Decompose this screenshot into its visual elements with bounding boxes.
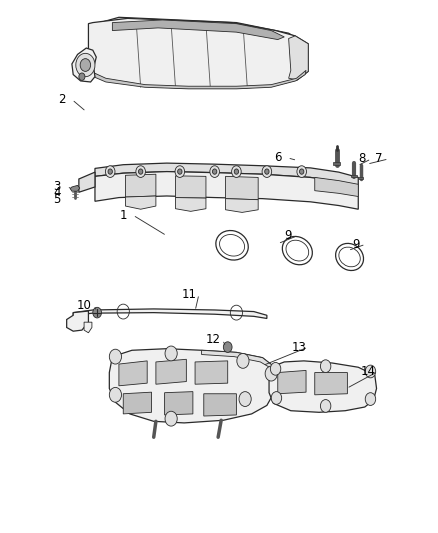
Circle shape xyxy=(136,166,145,177)
Circle shape xyxy=(165,346,177,361)
Circle shape xyxy=(270,362,281,375)
Circle shape xyxy=(110,349,121,364)
Circle shape xyxy=(93,308,102,318)
Polygon shape xyxy=(79,172,95,192)
Text: 14: 14 xyxy=(361,365,376,378)
Circle shape xyxy=(262,166,272,177)
Polygon shape xyxy=(351,175,357,177)
Circle shape xyxy=(108,169,113,174)
Polygon shape xyxy=(176,198,206,212)
Circle shape xyxy=(271,392,282,405)
Circle shape xyxy=(165,411,177,426)
Polygon shape xyxy=(72,48,96,82)
Polygon shape xyxy=(67,311,88,331)
Circle shape xyxy=(265,169,269,174)
Circle shape xyxy=(365,365,376,378)
Polygon shape xyxy=(123,392,152,414)
Circle shape xyxy=(232,166,241,177)
Circle shape xyxy=(321,400,331,413)
Circle shape xyxy=(223,342,232,352)
Text: 3: 3 xyxy=(53,180,61,193)
Circle shape xyxy=(234,169,239,174)
Polygon shape xyxy=(70,185,80,191)
Polygon shape xyxy=(113,20,284,39)
Circle shape xyxy=(138,169,143,174)
Circle shape xyxy=(265,366,277,381)
Polygon shape xyxy=(125,196,156,209)
Circle shape xyxy=(79,73,85,80)
Text: 1: 1 xyxy=(120,208,127,222)
Text: 6: 6 xyxy=(274,151,282,164)
Circle shape xyxy=(76,53,95,77)
Polygon shape xyxy=(156,359,186,384)
Polygon shape xyxy=(125,174,156,197)
Polygon shape xyxy=(358,177,364,179)
Polygon shape xyxy=(201,350,273,368)
Polygon shape xyxy=(315,373,347,395)
Polygon shape xyxy=(91,25,306,82)
Circle shape xyxy=(321,360,331,373)
Text: 9: 9 xyxy=(352,238,360,251)
Polygon shape xyxy=(315,177,358,197)
Polygon shape xyxy=(95,172,358,209)
Circle shape xyxy=(110,387,121,402)
Circle shape xyxy=(210,166,219,177)
Polygon shape xyxy=(289,36,308,80)
Text: 9: 9 xyxy=(284,229,292,242)
Polygon shape xyxy=(204,394,237,416)
Text: 10: 10 xyxy=(77,298,92,312)
Text: 4: 4 xyxy=(53,187,61,199)
Polygon shape xyxy=(269,361,377,413)
Polygon shape xyxy=(84,322,92,333)
Polygon shape xyxy=(165,392,193,415)
Polygon shape xyxy=(278,370,306,394)
Polygon shape xyxy=(119,361,147,386)
Polygon shape xyxy=(195,361,228,384)
Circle shape xyxy=(300,169,304,174)
Text: 13: 13 xyxy=(291,341,306,353)
Circle shape xyxy=(80,59,91,71)
Text: 12: 12 xyxy=(205,333,220,346)
Polygon shape xyxy=(226,199,258,213)
Polygon shape xyxy=(110,349,276,423)
Circle shape xyxy=(237,353,249,368)
Circle shape xyxy=(175,166,185,177)
Text: 7: 7 xyxy=(375,152,383,165)
Polygon shape xyxy=(91,17,306,50)
Polygon shape xyxy=(95,163,358,186)
Text: 8: 8 xyxy=(358,152,365,165)
Text: 5: 5 xyxy=(53,192,61,206)
Polygon shape xyxy=(176,176,206,198)
Polygon shape xyxy=(226,176,258,200)
Polygon shape xyxy=(73,309,267,318)
Circle shape xyxy=(212,169,217,174)
Circle shape xyxy=(297,166,307,177)
Polygon shape xyxy=(88,70,306,89)
Text: 11: 11 xyxy=(182,288,197,301)
Text: 2: 2 xyxy=(59,93,66,106)
Circle shape xyxy=(106,166,115,177)
Polygon shape xyxy=(88,18,308,88)
Circle shape xyxy=(178,169,182,174)
Circle shape xyxy=(239,392,251,407)
Circle shape xyxy=(365,393,376,406)
Polygon shape xyxy=(333,162,339,165)
